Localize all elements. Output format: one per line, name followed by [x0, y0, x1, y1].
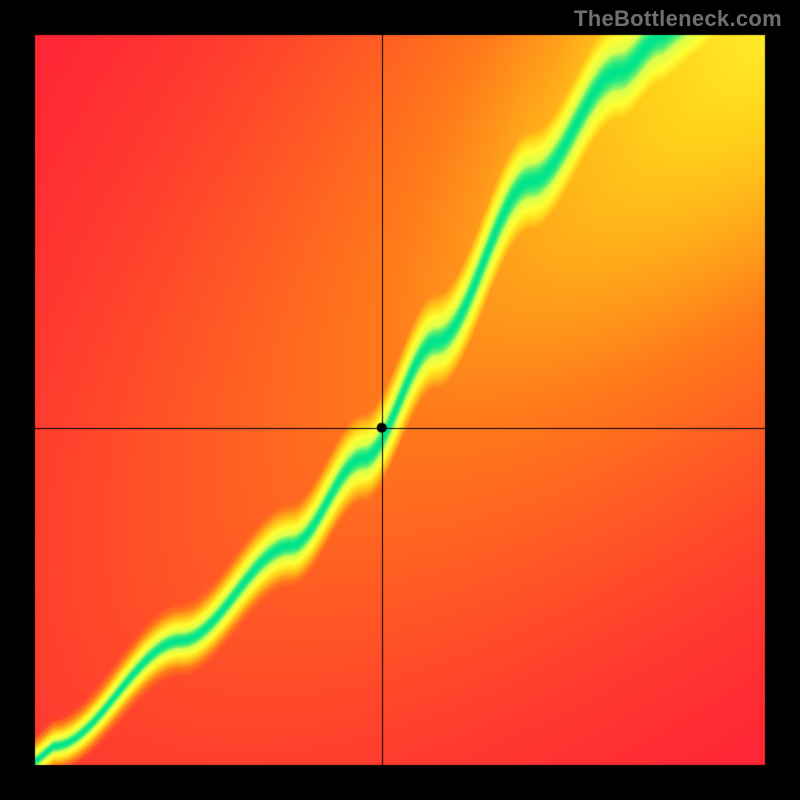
bottleneck-heatmap: [0, 0, 800, 800]
watermark-text: TheBottleneck.com: [574, 6, 782, 32]
chart-container: TheBottleneck.com: [0, 0, 800, 800]
